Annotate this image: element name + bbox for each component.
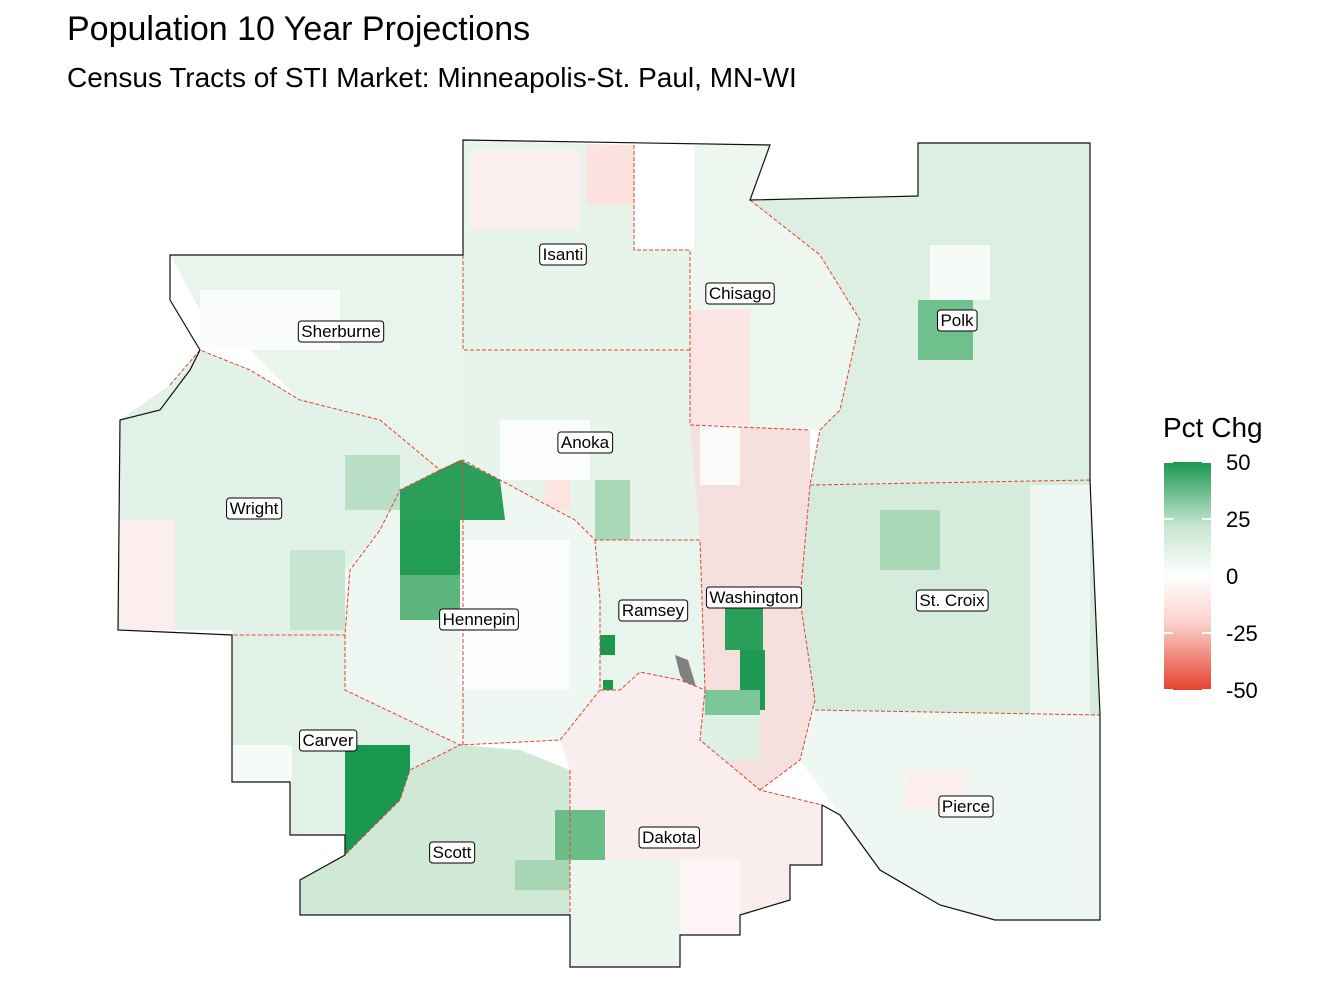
boundary-line	[344, 635, 462, 856]
legend-tick-label: -50	[1226, 678, 1258, 703]
boundary-line	[232, 469, 441, 636]
county-label-text: Chisago	[709, 284, 771, 303]
tract	[595, 480, 630, 540]
tract	[634, 145, 694, 250]
tract	[290, 550, 345, 630]
county-label-text: Washington	[709, 588, 798, 607]
county-label-box	[618, 599, 689, 622]
county-label: St. Croix	[915, 589, 989, 612]
legend-title: Pct Chg	[1163, 412, 1263, 443]
county-label: Wright	[226, 497, 283, 520]
county-label: Washington	[705, 586, 803, 609]
county-label-text: Pierce	[942, 797, 990, 816]
tract-no-data	[675, 655, 697, 692]
county-label-text: Sherburne	[301, 322, 380, 341]
tract	[586, 145, 634, 205]
county-label-box	[226, 497, 283, 520]
tract	[700, 425, 740, 485]
boundary-line	[809, 479, 1091, 486]
county-area-wright	[118, 350, 440, 635]
county-label-box	[429, 841, 476, 864]
boundary-line	[462, 255, 690, 351]
county-label: Pierce	[938, 795, 994, 818]
county-label-box	[938, 795, 994, 818]
county-label-text: Ramsey	[622, 601, 685, 620]
map-subtitle: Census Tracts of STI Market: Minneapolis…	[67, 62, 797, 93]
county-label-box	[705, 282, 775, 305]
tract	[930, 245, 990, 300]
tract	[345, 745, 410, 855]
county-label-box	[297, 320, 385, 343]
tract	[232, 745, 292, 782]
county-boundaries	[169, 145, 1101, 915]
county-label-text: Isanti	[543, 245, 584, 264]
tract	[570, 860, 680, 965]
county-label-text: Scott	[433, 843, 472, 862]
tract	[345, 455, 400, 510]
map-title: Population 10 Year Projections	[67, 10, 531, 48]
tract	[690, 310, 750, 425]
legend-tick-label: 50	[1226, 450, 1251, 475]
county-label-text: Dakota	[642, 828, 696, 847]
county-label: Ramsey	[618, 599, 689, 622]
county-labels: Isanti Chisago Polk Sherburne Anoka Wright Was…	[226, 243, 994, 864]
tract	[555, 810, 605, 860]
tract	[680, 860, 740, 935]
tract	[120, 520, 175, 630]
county-label: Hennepin	[439, 608, 519, 631]
tract	[705, 690, 760, 715]
county-label-text: Anoka	[561, 433, 610, 452]
tract	[600, 635, 615, 655]
county-label: Dakota	[638, 826, 700, 849]
county-label: Isanti	[539, 243, 587, 266]
legend-tick-label: 25	[1226, 507, 1251, 532]
tract	[545, 480, 570, 510]
tract	[880, 510, 940, 570]
county-label-box	[705, 586, 803, 609]
county-label-box	[936, 309, 978, 332]
tract	[470, 150, 580, 230]
county-label-text: Carver	[302, 731, 353, 750]
tract	[603, 680, 613, 694]
tract	[515, 860, 570, 890]
county-label: Chisago	[705, 282, 775, 305]
tract	[1030, 485, 1090, 715]
boundary-line	[814, 709, 1101, 716]
tract	[400, 520, 460, 575]
legend-tick-label: -25	[1226, 621, 1258, 646]
county-label-box	[298, 729, 358, 752]
legend-tick-label: 0	[1226, 564, 1239, 589]
county-label-text: St. Croix	[919, 591, 985, 610]
county-label-box	[638, 826, 700, 849]
boundary-line	[169, 349, 706, 691]
tract	[400, 460, 505, 520]
county-area-scott	[300, 745, 570, 915]
county-label: Polk	[936, 309, 978, 332]
county-label-box	[915, 589, 989, 612]
county-label-box	[557, 431, 614, 454]
county-fills	[118, 140, 1100, 967]
county-label-box	[439, 608, 519, 631]
county-label: Scott	[429, 841, 476, 864]
boundary-line	[749, 199, 861, 791]
county-label-box	[539, 243, 587, 266]
county-label: Sherburne	[297, 320, 385, 343]
boundary-line	[633, 145, 811, 431]
county-label-text: Wright	[230, 499, 279, 518]
county-label-text: Hennepin	[443, 610, 516, 629]
boundary-line	[600, 671, 823, 865]
county-label-text: Polk	[940, 311, 974, 330]
county-label: Carver	[298, 729, 358, 752]
market-outline	[117, 139, 1101, 968]
county-label: Anoka	[557, 431, 614, 454]
